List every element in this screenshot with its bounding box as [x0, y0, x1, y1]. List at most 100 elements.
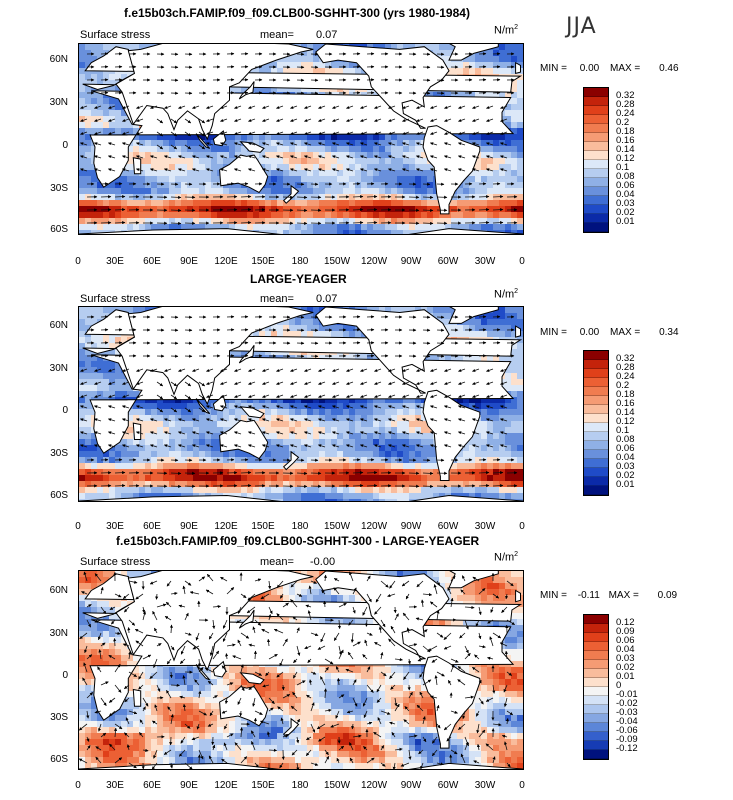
wind-arrow [335, 666, 340, 673]
panel-title: LARGE-YEAGER [250, 272, 347, 286]
wind-arrow [457, 405, 466, 409]
continent-outline [79, 228, 523, 234]
wind-arrow [247, 418, 256, 422]
wind-arrow [389, 721, 396, 725]
wind-arrow [179, 695, 186, 699]
wind-arrow [506, 619, 515, 626]
wind-arrow [237, 639, 242, 647]
wind-arrow [177, 444, 186, 448]
lon-tick-label: 120W [360, 780, 388, 791]
wind-arrow [262, 684, 270, 688]
wind-arrow [219, 142, 228, 146]
legend-label: 0.2 [616, 380, 630, 391]
wind-arrow [86, 745, 91, 751]
wind-arrow [93, 405, 102, 409]
wind-arrow [220, 368, 228, 372]
wind-arrow [100, 606, 107, 615]
wind-arrow [402, 105, 410, 109]
wind-arrow [195, 632, 200, 641]
wind-arrow [436, 610, 440, 621]
wind-arrow [429, 142, 438, 146]
wind-arrow [166, 658, 172, 665]
wind-arrow [303, 444, 312, 448]
wind-arrow [136, 381, 144, 385]
wind-arrow [149, 168, 158, 172]
wind-arrow [347, 651, 354, 660]
wind-arrow [198, 690, 202, 699]
wind-arrow [373, 431, 382, 435]
wind-arrow [436, 704, 440, 712]
legend-swatch [584, 705, 608, 714]
wind-arrow [318, 105, 326, 109]
wind-arrow [107, 168, 116, 172]
wind-arrow [240, 471, 252, 475]
map-canvas [79, 571, 523, 769]
wind-arrow [443, 405, 452, 409]
wind-arrow [163, 444, 172, 448]
lon-tick-label: 150E [251, 256, 275, 267]
units-label: N/m2 [494, 551, 518, 564]
wind-arrow [205, 444, 214, 448]
wind-arrow [366, 575, 371, 582]
legend-label: 0.32 [616, 353, 635, 364]
wind-arrow [417, 658, 424, 662]
wind-arrow [332, 394, 340, 398]
mean-value: 0.07 [316, 293, 338, 305]
wind-arrow [212, 619, 216, 630]
wind-arrow [198, 144, 206, 150]
wind-arrow [296, 680, 306, 686]
wind-arrow [331, 405, 340, 409]
wind-arrow [500, 394, 508, 398]
wind-arrow [380, 745, 385, 751]
wind-arrow [420, 762, 424, 769]
wind-arrow [184, 580, 192, 586]
wind-arrow [182, 585, 186, 595]
wind-arrow [86, 736, 90, 742]
wind-arrow [471, 444, 480, 448]
wind-arrow [138, 684, 144, 690]
wind-arrow [443, 431, 452, 435]
wind-arrow [352, 221, 364, 225]
wind-arrow [83, 571, 88, 582]
wind-arrow [346, 105, 354, 109]
wind-arrow [248, 684, 256, 691]
max-label: MAX = [609, 327, 641, 338]
lat-tick-label: 30N [49, 97, 68, 108]
wind-arrow [247, 444, 256, 448]
max-value: 0.34 [659, 327, 679, 338]
wind-arrow [506, 671, 512, 676]
wind-arrow [485, 743, 494, 751]
wind-arrow [253, 650, 257, 660]
legend-label: 0.06 [616, 180, 635, 191]
wind-arrow [447, 587, 452, 595]
wind-arrow [156, 131, 164, 137]
wind-arrow [337, 677, 341, 686]
wind-arrow [296, 221, 308, 225]
lon-tick-label: 120E [214, 521, 238, 532]
legend-swatch [584, 97, 608, 106]
wind-arrow [234, 381, 242, 385]
legend-label: 0.09 [616, 626, 635, 637]
wind-arrow [124, 684, 130, 690]
wind-arrow [170, 208, 182, 212]
wind-arrow [234, 368, 242, 372]
wind-arrow [317, 431, 326, 435]
continent-outline [219, 419, 269, 460]
wind-arrow [337, 619, 342, 630]
wind-arrow [316, 723, 326, 730]
wind-arrow [80, 368, 88, 372]
wind-arrow [492, 593, 500, 599]
wind-arrow [197, 754, 201, 764]
wind-arrow [128, 619, 136, 626]
wind-arrow [492, 195, 504, 199]
wind-arrow [197, 658, 202, 667]
wind-arrow [457, 679, 466, 686]
wind-arrow [206, 381, 214, 385]
wind-arrow [86, 619, 92, 628]
wind-arrow [178, 604, 186, 608]
wind-arrow [177, 155, 186, 159]
wind-arrow [86, 710, 90, 719]
legend-label: 0.12 [616, 416, 635, 427]
wind-vectors [79, 315, 518, 488]
wind-arrow [163, 155, 172, 159]
